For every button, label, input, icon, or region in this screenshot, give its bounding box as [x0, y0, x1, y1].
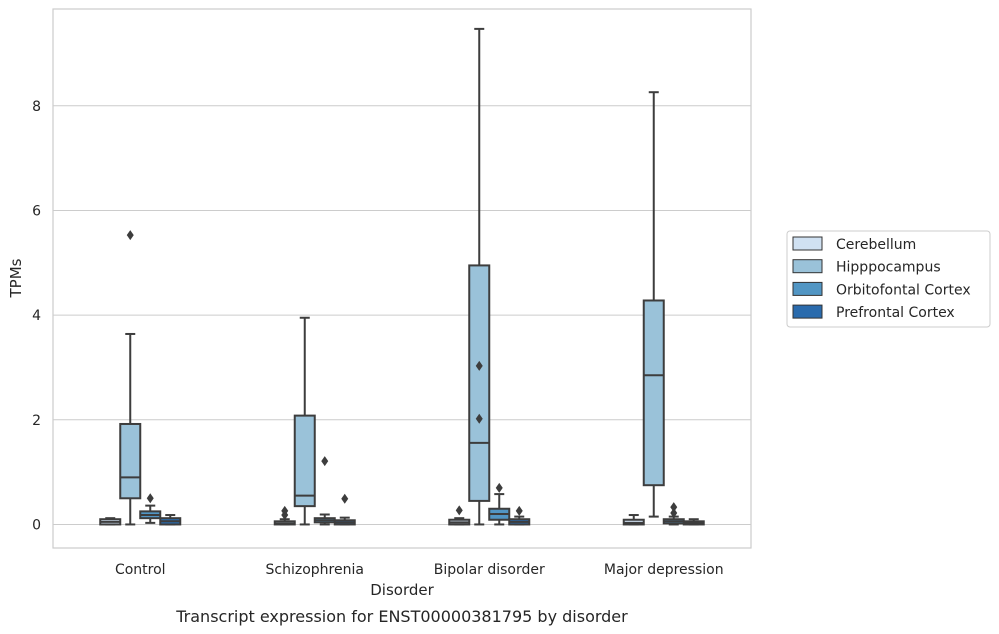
outlier-point [321, 456, 329, 467]
y-tick-label: 8 [32, 99, 41, 115]
x-tick-labels: Control Schizophrenia Bipolar disorder Majo… [115, 562, 724, 578]
legend: Cerebellum Hipppocampus Orbitofontal Corte… [786, 230, 991, 328]
outlier-point [475, 413, 483, 424]
legend-frame [786, 230, 991, 328]
legend-swatch [792, 304, 823, 319]
x-tick-label: Schizophrenia [266, 562, 364, 578]
y-tick-label: 6 [32, 203, 41, 219]
box-group [488, 482, 511, 526]
x-tick-label: Control [115, 562, 166, 578]
box [642, 299, 665, 487]
box-group [293, 316, 316, 526]
y-axis-label: TPMs [7, 258, 25, 298]
x-axis-label: Disorder [370, 581, 434, 599]
box [468, 264, 491, 502]
box-group [468, 27, 491, 526]
box [119, 422, 142, 500]
outlier-point [670, 502, 678, 513]
outlier-point [475, 360, 483, 371]
x-tick-label: Bipolar disorder [434, 562, 545, 578]
legend-label: Hipppocampus [836, 260, 941, 276]
outlier-point [126, 230, 134, 241]
outlier-point [146, 493, 154, 504]
plot-background [53, 9, 751, 548]
box-group [99, 517, 122, 526]
box-group [622, 514, 645, 526]
outlier-point [281, 505, 289, 516]
box-group [662, 502, 685, 526]
y-tick-labels: 0 2 4 6 8 [32, 99, 41, 534]
box [293, 414, 316, 508]
box-group [448, 505, 471, 526]
box-group [159, 514, 182, 526]
box-group [139, 493, 162, 524]
box-group [313, 456, 336, 526]
box-plots [99, 27, 705, 526]
box-group [642, 91, 665, 518]
box-group [508, 505, 531, 526]
outlier-point [341, 493, 349, 504]
chart-caption: Transcript expression for ENST0000038179… [175, 607, 628, 626]
box-group [119, 230, 142, 526]
box-group [273, 505, 296, 526]
x-tick-label: Major depression [604, 562, 724, 578]
y-tick-label: 0 [32, 517, 41, 533]
outlier-point [515, 505, 523, 516]
legend-swatch [792, 236, 823, 251]
legend-label: Cerebellum [836, 237, 916, 253]
y-tick-label: 2 [32, 413, 41, 429]
box-group [682, 518, 705, 526]
outlier-point [455, 505, 463, 516]
plot-frame [52, 8, 752, 549]
legend-label: Prefrontal Cortex [836, 305, 955, 321]
box-group [333, 493, 356, 526]
legend-swatch [792, 259, 823, 274]
outlier-point [495, 482, 503, 493]
outlier-point [670, 507, 678, 518]
legend-swatch [792, 281, 823, 296]
legend-label: Orbitofontal Cortex [836, 282, 971, 298]
y-tick-label: 4 [32, 308, 41, 324]
